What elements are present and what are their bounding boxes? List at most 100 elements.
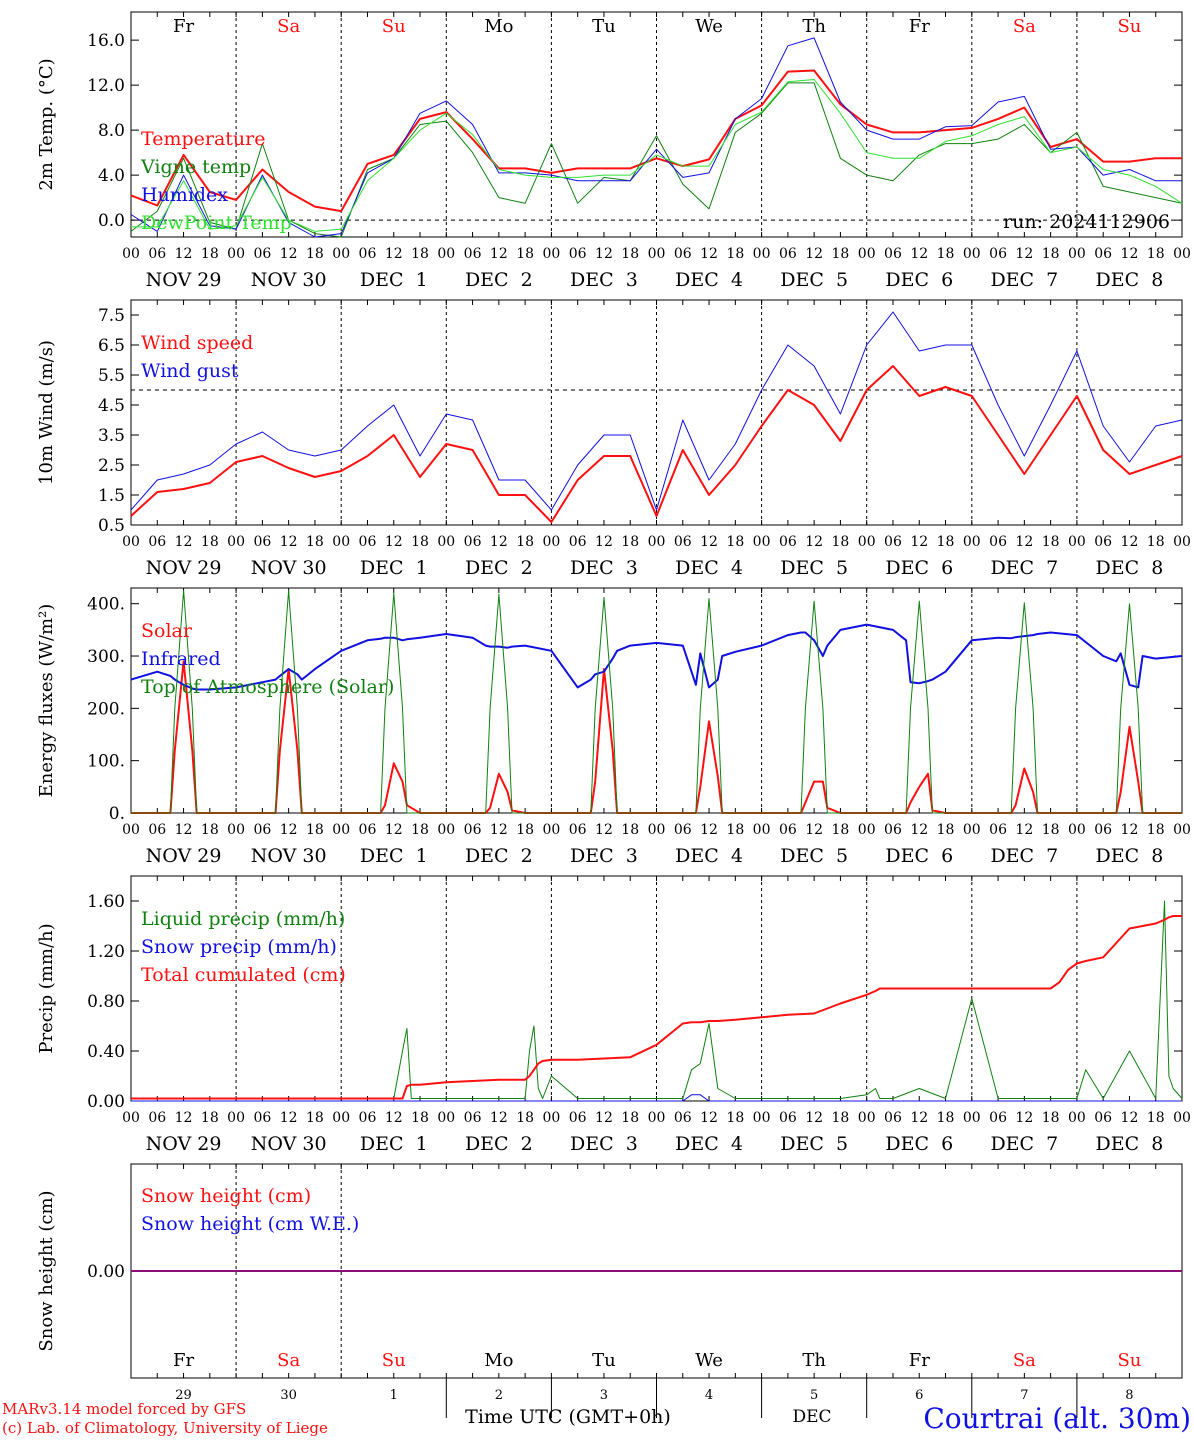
hour-tick-label: 00	[437, 534, 455, 550]
hour-tick-label: 00	[963, 534, 981, 550]
hour-tick-label: 00	[332, 1110, 350, 1126]
day-name-label: Fr	[173, 1350, 194, 1371]
legend-entry: Infrared	[141, 648, 221, 670]
hour-tick-label: 00	[437, 246, 455, 262]
date-label: DEC 6	[885, 557, 953, 579]
hour-tick-label: 06	[148, 246, 166, 262]
hour-tick-label: 00	[753, 822, 771, 838]
hour-tick-label: 18	[832, 534, 850, 550]
day-name-label: Sa	[277, 16, 300, 37]
date-label: DEC 8	[1096, 269, 1164, 291]
hour-tick-label: 12	[175, 822, 193, 838]
hour-tick-label: 06	[148, 1110, 166, 1126]
hour-tick-label: 06	[359, 246, 377, 262]
legend-entry: Snow precip (mm/h)	[141, 936, 337, 958]
day-name-label: Fr	[909, 16, 930, 37]
series-line-vigne-temp	[130, 82, 1183, 238]
hour-tick-label: 18	[1147, 246, 1165, 262]
panel-4: 0.00 0.40 0.80 1.20 1.60 Precip (mm/h) Liquid …	[36, 875, 1191, 1155]
date-label: DEC 3	[570, 557, 638, 579]
date-label: NOV 29	[146, 557, 222, 579]
hour-tick-label: 06	[1094, 1110, 1112, 1126]
y-tick-label: 0.0	[98, 211, 125, 231]
hour-tick-label: 18	[201, 1110, 219, 1126]
hour-tick-label: 18	[411, 822, 429, 838]
legend-entry: Wind gust	[141, 360, 239, 382]
date-label: DEC 7	[990, 557, 1058, 579]
hour-tick-label: 18	[1042, 246, 1060, 262]
hour-tick-label: 18	[306, 246, 324, 262]
y-axis-label: Snow height (cm)	[36, 1190, 57, 1351]
hour-tick-label: 18	[1042, 534, 1060, 550]
day-name-label: Th	[802, 1350, 826, 1371]
panel-3: 0. 100. 200. 300. 400. Energy fluxes (W/m²) So…	[36, 587, 1191, 867]
legend-entry: Solar	[141, 620, 193, 642]
hour-tick-label: 00	[648, 822, 666, 838]
hour-tick-label: 06	[359, 534, 377, 550]
hour-tick-label: 12	[490, 822, 508, 838]
hour-tick-label: 18	[832, 246, 850, 262]
hour-tick-label: 12	[910, 534, 928, 550]
hour-tick-label: 18	[1042, 1110, 1060, 1126]
day-number-label: 2	[495, 1388, 503, 1403]
hour-tick-label: 06	[884, 246, 902, 262]
day-name-label: Tu	[592, 1350, 616, 1371]
y-axis-label: Precip (mm/h)	[36, 923, 57, 1053]
hour-tick-label: 00	[1173, 246, 1191, 262]
hour-tick-label: 18	[306, 1110, 324, 1126]
hour-tick-label: 06	[884, 1110, 902, 1126]
series-line-infrared	[130, 623, 1183, 691]
hour-tick-label: 00	[122, 534, 140, 550]
hour-tick-label: 12	[1121, 822, 1139, 838]
hour-tick-label: 12	[175, 246, 193, 262]
hour-tick-label: 06	[674, 534, 692, 550]
day-name-label: Sa	[277, 1350, 300, 1371]
hour-tick-label: 12	[280, 534, 298, 550]
date-label: NOV 30	[251, 1133, 327, 1155]
hour-tick-label: 06	[1094, 822, 1112, 838]
hour-tick-label: 06	[359, 822, 377, 838]
hour-tick-label: 06	[884, 534, 902, 550]
y-tick-label: 100.	[87, 752, 125, 772]
hour-tick-label: 00	[1068, 822, 1086, 838]
date-label: DEC 4	[675, 269, 743, 291]
hour-tick-label: 12	[1015, 246, 1033, 262]
run-label: run: 2024112906	[1003, 211, 1170, 233]
day-number-label: 1	[390, 1388, 398, 1403]
panel-1: 0.0 4.0 8.0 12.0 16.0 2m Temp. (°C) Fr Sa Su Mo Tu…	[36, 11, 1191, 291]
hour-tick-label: 18	[306, 822, 324, 838]
hour-tick-label: 00	[1173, 534, 1191, 550]
y-tick-label: 0.5	[98, 516, 125, 536]
hour-tick-label: 06	[148, 822, 166, 838]
date-label: DEC 8	[1096, 1133, 1164, 1155]
credit-line-1: MARv3.14 model forced by GFS	[2, 1400, 246, 1418]
hour-tick-label: 00	[227, 534, 245, 550]
x-axis-title: Time UTC (GMT+0h)	[465, 1406, 671, 1428]
date-label: DEC 5	[780, 557, 848, 579]
hour-tick-label: 06	[464, 1110, 482, 1126]
y-tick-label: 16.0	[87, 31, 125, 51]
hour-tick-label: 06	[989, 246, 1007, 262]
y-tick-label: 0.00	[87, 1092, 125, 1112]
hour-tick-label: 18	[937, 534, 955, 550]
day-name-label: Tu	[592, 16, 616, 37]
legend-entry: Snow height (cm W.E.)	[141, 1213, 359, 1235]
hour-tick-label: 00	[753, 1110, 771, 1126]
hour-tick-label: 12	[1015, 534, 1033, 550]
legend-entry: Wind speed	[141, 332, 253, 354]
hour-tick-label: 06	[253, 822, 271, 838]
date-label: DEC 1	[360, 845, 428, 867]
y-tick-label: 8.0	[98, 121, 125, 141]
day-name-label: Sa	[1013, 1350, 1036, 1371]
legend-entry: Temperature	[141, 128, 265, 150]
plot-frame	[130, 299, 1183, 526]
hour-tick-label: 12	[1121, 534, 1139, 550]
hour-tick-label: 00	[648, 1110, 666, 1126]
day-number-label: 8	[1125, 1388, 1133, 1403]
series-line-dewpoint-temp	[131, 79, 1183, 232]
hour-tick-label: 06	[569, 822, 587, 838]
hour-tick-label: 06	[253, 1110, 271, 1126]
hour-tick-label: 18	[516, 1110, 534, 1126]
date-label: DEC 7	[990, 269, 1058, 291]
hour-tick-label: 00	[858, 246, 876, 262]
